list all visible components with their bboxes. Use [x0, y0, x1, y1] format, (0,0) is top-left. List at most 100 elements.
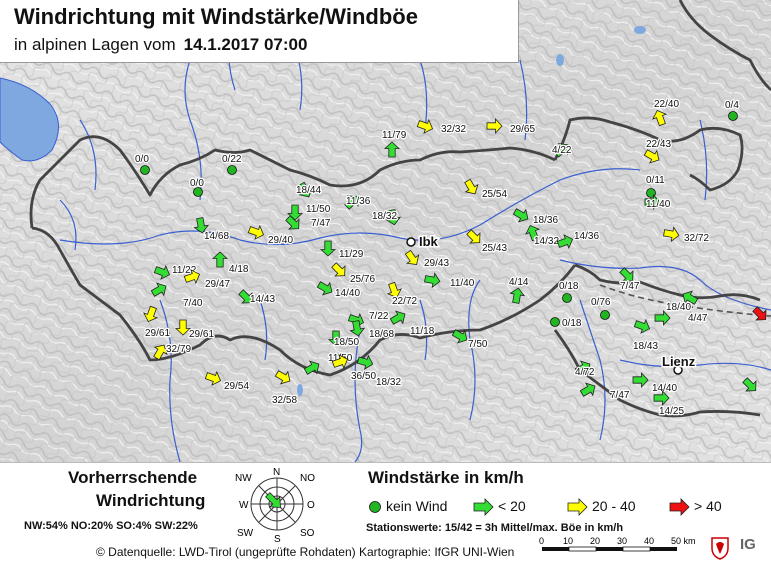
station-mid-arrow: 32/79 — [153, 343, 193, 361]
station-low-arrow: 7/47 — [579, 382, 631, 402]
station-value-label: 14/40 — [652, 383, 677, 394]
station-low-arrow: 11/40 — [424, 272, 476, 290]
station-low-arrow: 18/32 — [371, 209, 402, 226]
rose-label-s: S — [274, 534, 281, 543]
station-low-arrow: 18/68 — [349, 320, 396, 341]
station-value-label: 0/18 — [559, 281, 579, 292]
station-value-label: 29/54 — [224, 381, 249, 392]
rose-label-sw: SW — [237, 528, 254, 539]
station-mid-arrow: 29/40 — [247, 224, 295, 247]
station-value-label: 25/54 — [482, 189, 507, 200]
station-value-label: 11/79 — [382, 130, 407, 141]
wind-map: Ibk Lienz 0/0 0/22 0/0 18/44 11/79 32/32 29/65… — [0, 0, 771, 462]
station-value-label: 18/50 — [334, 337, 359, 348]
station-value-label: 29/61 — [145, 328, 170, 339]
legend-mid-arrow-icon — [567, 498, 588, 516]
region-border-dashed — [599, 284, 771, 317]
map-title: Windrichtung mit Windstärke/Windböe — [14, 4, 418, 29]
station-value-label: 32/32 — [441, 124, 466, 135]
lake-bodensee — [0, 77, 59, 162]
station-value-label: 32/72 — [684, 233, 709, 244]
station-value-label: 29/40 — [268, 235, 293, 246]
station-calm-dot: 0/76 — [590, 296, 612, 320]
station-value-label: 14/43 — [250, 294, 275, 305]
station-low-arrow: 14/32 — [525, 224, 561, 248]
station-mid-arrow: 29/61 — [143, 305, 172, 340]
scale-tick-0: 0 — [539, 536, 544, 546]
station-low-arrow: 18/43 — [632, 318, 660, 353]
rose-label-w: W — [239, 500, 249, 511]
scale-tick-30: 30 — [617, 536, 627, 546]
station-mid-arrow: 22/72 — [386, 281, 419, 308]
station-value-label: 11/40 — [450, 278, 475, 289]
station-calm-dot: 0/0 — [189, 177, 206, 197]
station-low-arrow: 11/18 — [389, 310, 436, 338]
station-low-arrow: 14/43 — [238, 289, 277, 306]
station-value-label: 4/18 — [229, 264, 249, 275]
station-value-label: 18/40 — [666, 302, 691, 313]
ifgr-logo: IG — [740, 536, 756, 553]
rose-label-o: O — [307, 500, 315, 511]
station-value-label: 11/40 — [646, 199, 671, 210]
station-value-label: 11/18 — [410, 326, 435, 337]
station-value-label: 18/43 — [633, 341, 658, 352]
station-low-arrow: 4/18 — [211, 251, 250, 276]
station-value-label: 7/50 — [468, 339, 488, 350]
station-value-label: 29/65 — [510, 124, 535, 135]
station-value-label: 0/22 — [222, 154, 242, 165]
station-value-label: 4/22 — [552, 145, 572, 156]
legend-direction-heading-2: Windrichtung — [96, 491, 206, 510]
scale-tick-50: 50 km — [671, 536, 696, 546]
legend-mid-label: 20 - 40 — [592, 498, 636, 514]
station-value-label: 36/50 — [351, 371, 376, 382]
station-low-arrow: 4/14 — [508, 276, 530, 304]
legend-calm-label: kein Wind — [386, 498, 448, 514]
station-high-arrow — [752, 306, 767, 321]
station-value-label: 0/0 — [190, 178, 204, 189]
station-low-arrow: 11/36 — [344, 195, 372, 210]
city-label-lienz: Lienz — [662, 354, 696, 369]
tirol-logo-icon — [711, 537, 729, 560]
legend-station-values: Stationswerte: 15/42 = 3h Mittel/max. Bö… — [366, 522, 624, 534]
legend-panel: Vorherrschende Windrichtung NW:54% NO:20… — [0, 462, 771, 567]
station-value-label: 11/36 — [346, 196, 371, 207]
station-value-label: 7/47 — [610, 390, 630, 401]
legend-footer-source: © Datenquelle: LWD-Tirol (ungeprüfte Roh… — [96, 545, 515, 559]
station-value-label: 22/72 — [392, 296, 417, 307]
station-low-arrow: 14/68 — [193, 217, 231, 243]
station-value-label: 18/32 — [376, 377, 401, 388]
legend-high-label: > 40 — [694, 498, 722, 514]
station-low-arrow: 11/79 — [381, 129, 408, 158]
station-calm-dot: 0/18 — [550, 317, 583, 330]
station-value-label: 18/44 — [296, 185, 321, 196]
station-value-label: 7/47 — [620, 281, 640, 292]
station-calm-dot: 0/22 — [221, 153, 243, 175]
station-value-label: 22/43 — [646, 139, 671, 150]
station-low-arrow: 14/40 — [632, 371, 679, 395]
station-low-arrow: 7/40 — [150, 282, 204, 310]
station-value-label: 11/29 — [339, 249, 364, 260]
legend-speed-heading: Windstärke in km/h — [368, 468, 524, 487]
legend-low-label: < 20 — [498, 498, 526, 514]
station-low-arrow: 14/40 — [316, 281, 362, 300]
station-value-label: 4/14 — [509, 277, 529, 288]
scale-bar: 0 10 20 30 40 50 km — [539, 536, 696, 552]
station-low-arrow: 7/47 — [285, 215, 332, 230]
station-value-label: 22/40 — [654, 99, 679, 110]
station-low-arrow: 7/22 — [347, 310, 390, 328]
station-low-arrow: 7/47 — [619, 267, 641, 293]
station-mid-arrow: 22/43 — [643, 138, 673, 164]
station-low-arrow: 18/44 — [295, 181, 323, 198]
station-value-label: 14/32 — [534, 236, 559, 247]
station-value-label: 29/61 — [189, 329, 214, 340]
map-subtitle: in alpinen Lagen vom 14.1.2017 07:00 — [14, 35, 307, 55]
station-low-arrow: 11/29 — [319, 240, 365, 261]
station-mid-arrow: 25/76 — [331, 262, 377, 286]
station-low-arrow: 18/50 — [327, 330, 361, 349]
station-value-label: 0/76 — [591, 297, 611, 308]
station-value-label: 14/25 — [659, 406, 684, 417]
station-mid-arrow: 32/58 — [271, 370, 299, 407]
station-low-arrow: 4/72 — [574, 360, 596, 379]
lake-small-3 — [634, 26, 646, 34]
station-value-label: 14/40 — [335, 288, 360, 299]
